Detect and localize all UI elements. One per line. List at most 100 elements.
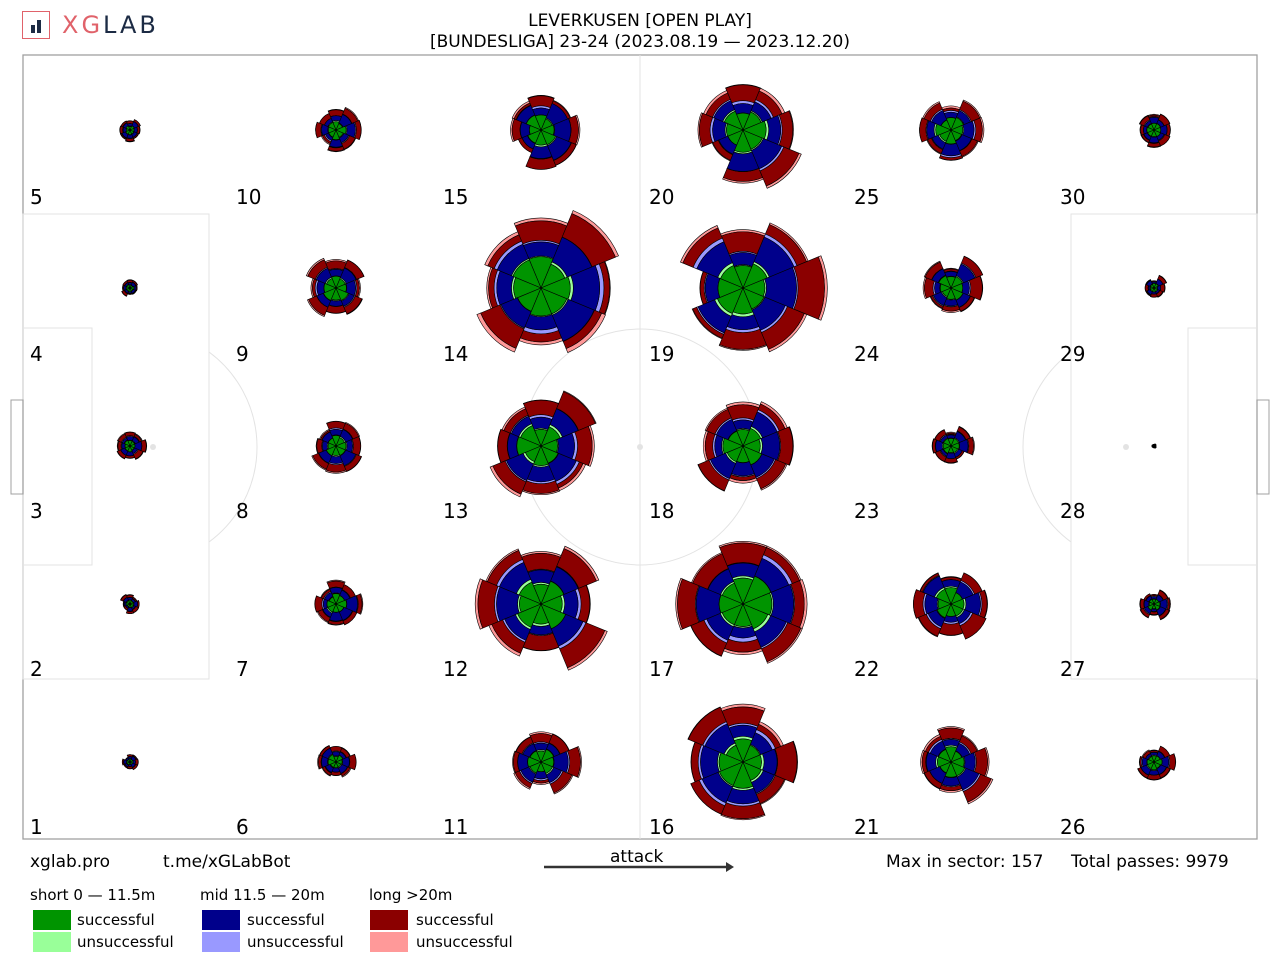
bot-link[interactable]: t.me/xGLabBot — [163, 852, 291, 872]
zone-label-18: 18 — [649, 499, 674, 523]
zone-label-23: 23 — [854, 499, 879, 523]
sector-short-successful — [950, 756, 965, 768]
right-goal — [1256, 399, 1270, 495]
rose-zone-12 — [474, 545, 608, 671]
sector-short-successful — [129, 760, 134, 764]
sector-short-successful — [1153, 286, 1158, 290]
rose-zone-21 — [920, 726, 994, 805]
sector-short-successful — [129, 443, 136, 449]
left-goal — [10, 399, 24, 495]
zone-label-30: 30 — [1060, 185, 1085, 209]
legend-short-successful: successful — [77, 911, 155, 929]
rose-zone-3 — [116, 431, 148, 460]
legend-short-title: short 0 — 11.5m — [30, 886, 156, 904]
rose-zone-22 — [913, 572, 988, 640]
attack-label: attack — [610, 847, 664, 867]
sector-short-successful — [335, 441, 347, 451]
sector-short-successful — [540, 756, 554, 768]
zone-label-8: 8 — [236, 499, 249, 523]
zone-label-10: 10 — [236, 185, 261, 209]
legend-short-unsuccessful: unsuccessful — [77, 933, 174, 951]
rose-zone-17 — [675, 541, 808, 664]
max-in-sector: Max in sector: 157 — [886, 852, 1044, 872]
sector-short-successful — [540, 595, 563, 613]
chart-title: LEVERKUSEN [OPEN PLAY] — [528, 11, 752, 31]
right-penalty-spot — [1123, 444, 1129, 450]
zone-label-4: 4 — [30, 342, 43, 366]
rose-zone-24 — [922, 255, 984, 313]
sector-short-successful — [540, 276, 571, 300]
center-spot — [637, 444, 643, 450]
sector-short-successful — [335, 759, 343, 765]
zone-label-2: 2 — [30, 657, 43, 681]
sector-short-successful — [950, 283, 963, 293]
legend-short-successful-swatch — [33, 910, 71, 930]
zone-label-13: 13 — [443, 499, 468, 523]
legend-long-successful-swatch — [370, 910, 408, 930]
zone-label-29: 29 — [1060, 342, 1085, 366]
left-penalty-box — [22, 213, 210, 680]
sector-short-successful — [742, 120, 767, 140]
rose-zone-25 — [919, 99, 985, 161]
chart-subtitle: [BUNDESLIGA] 23-24 (2023.08.19 — 2023.12… — [430, 32, 850, 52]
sector-short-successful — [742, 754, 762, 770]
rose-zone-11 — [512, 731, 582, 795]
sector-short-successful — [335, 283, 347, 293]
sector-short-successful — [129, 128, 135, 132]
zone-label-7: 7 — [236, 657, 249, 681]
rose-zone-1 — [121, 754, 139, 771]
zone-label-22: 22 — [854, 657, 879, 681]
left-penalty-spot — [150, 444, 156, 450]
right-goal-area — [1187, 327, 1258, 566]
attack-arrow-icon — [544, 862, 734, 872]
zone-label-3: 3 — [30, 499, 43, 523]
sector-short-successful — [742, 592, 773, 616]
rose-zone-16 — [687, 703, 798, 821]
zone-label-6: 6 — [236, 815, 249, 839]
sector-short-successful — [742, 279, 766, 297]
zone-label-14: 14 — [443, 342, 468, 366]
sector-short-successful — [540, 124, 555, 136]
rose-zone-8 — [311, 421, 363, 474]
zone-label-28: 28 — [1060, 499, 1085, 523]
rose-zone-28 — [1151, 443, 1157, 449]
sector-short-successful — [335, 599, 347, 609]
zone-label-12: 12 — [443, 657, 468, 681]
sector-short-successful — [129, 602, 134, 606]
pitch-markings — [10, 54, 1270, 840]
rose-zone-6 — [317, 745, 357, 778]
sector-long-successful — [968, 275, 983, 301]
legend-long-unsuccessful-swatch — [370, 932, 408, 952]
legend-long-successful: successful — [416, 911, 494, 929]
sector-short-successful — [1153, 758, 1163, 766]
rose-zone-20 — [697, 84, 802, 189]
rose-zone-26 — [1137, 745, 1176, 781]
zone-label-24: 24 — [854, 342, 879, 366]
sector-mid-successful — [762, 748, 778, 776]
left-penalty-arc — [208, 351, 258, 543]
sector-short-successful — [335, 125, 347, 135]
rose-zone-29 — [1144, 274, 1168, 298]
site-link[interactable]: xglab.pro — [30, 852, 110, 872]
legend-mid-successful-swatch — [202, 910, 240, 930]
rose-zone-4 — [121, 279, 138, 297]
zone-label-26: 26 — [1060, 815, 1085, 839]
zone-label-15: 15 — [443, 185, 468, 209]
right-penalty-arc — [1022, 351, 1072, 543]
zone-label-9: 9 — [236, 342, 249, 366]
rose-zone-18 — [697, 401, 794, 492]
sector-short-successful — [540, 439, 558, 453]
logo-wordmark: XGLAB — [62, 11, 159, 39]
sector-mid-successful — [562, 589, 579, 619]
rose-zone-2 — [120, 594, 140, 614]
sector-short-successful — [1153, 445, 1156, 447]
legend-mid-unsuccessful-swatch — [202, 932, 240, 952]
pass-roses — [116, 84, 1176, 821]
rose-zone-23 — [931, 425, 975, 464]
rose-zone-7 — [314, 579, 364, 626]
rose-zone-13 — [489, 390, 597, 498]
sector-short-successful — [1153, 601, 1161, 607]
sector-short-successful — [950, 598, 965, 610]
legend-long-unsuccessful: unsuccessful — [416, 933, 513, 951]
sector-short-successful — [129, 286, 135, 290]
